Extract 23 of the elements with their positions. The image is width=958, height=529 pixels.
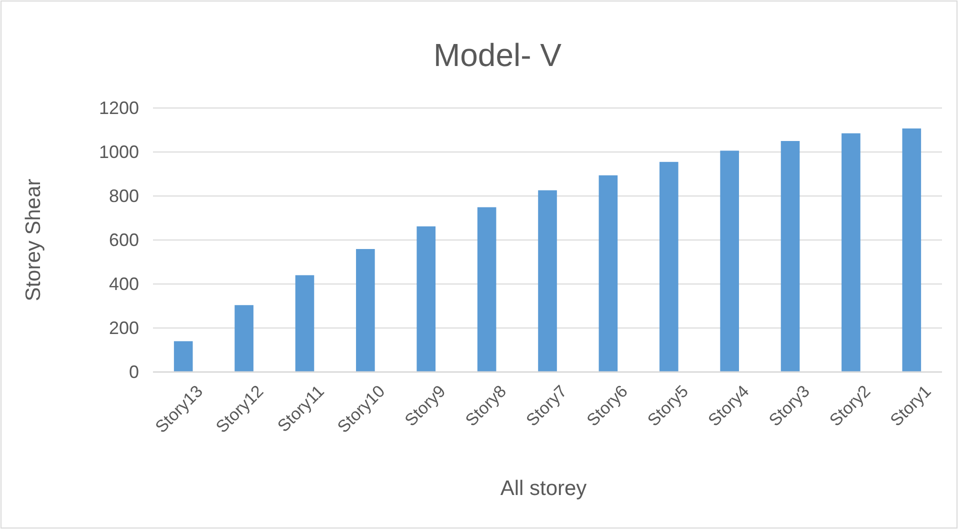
bar (720, 150, 739, 372)
chart-title: Model- V (433, 37, 562, 73)
bar (295, 275, 314, 372)
y-tick-label: 1200 (98, 98, 139, 118)
bar (416, 226, 436, 372)
bar (174, 341, 193, 372)
y-tick-label: 600 (108, 230, 139, 250)
y-tick-label: 200 (108, 318, 139, 338)
x-axis-title: All storey (500, 477, 588, 500)
bar (902, 128, 922, 372)
bar (477, 207, 496, 372)
bar (598, 175, 618, 372)
bar (356, 249, 375, 372)
bar (538, 190, 557, 372)
y-tick-label: 400 (108, 274, 139, 294)
bar (780, 141, 800, 372)
bar (234, 305, 254, 372)
y-axis-title: Storey Shear (22, 178, 45, 302)
bar (842, 133, 860, 372)
y-tick-label: 1000 (98, 142, 139, 162)
y-tick-label: 800 (108, 186, 139, 206)
y-tick-label: 0 (128, 362, 139, 382)
bar (659, 162, 678, 372)
